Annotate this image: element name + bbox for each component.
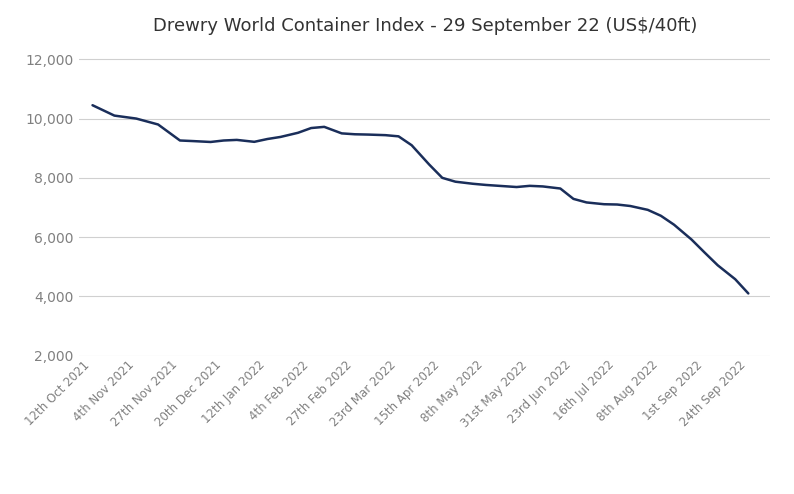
Title: Drewry World Container Index - 29 September 22 (US$/40ft): Drewry World Container Index - 29 Septem… xyxy=(152,17,697,35)
